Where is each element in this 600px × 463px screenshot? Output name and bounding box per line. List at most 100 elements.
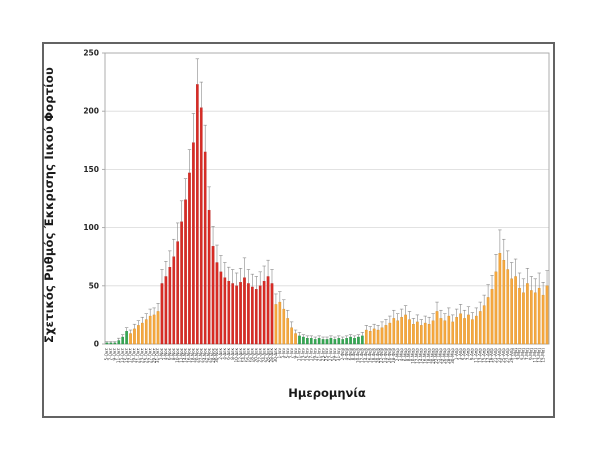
bar xyxy=(514,276,517,345)
bar xyxy=(243,277,246,345)
svg-text:6-Μαρ: 6-Μαρ xyxy=(403,348,408,362)
bar xyxy=(317,338,321,345)
y-axis-ticks: 0 50 100 150 200 250 xyxy=(83,49,105,349)
bar xyxy=(215,262,219,345)
svg-text:10-Δεκ: 10-Δεκ xyxy=(234,347,239,362)
bar xyxy=(298,335,301,345)
bar xyxy=(506,269,510,345)
svg-text:20-Νοε: 20-Νοε xyxy=(195,348,200,363)
bar xyxy=(164,276,168,345)
svg-text:6-Δεκ: 6-Δεκ xyxy=(226,347,231,359)
svg-text:8-Φεβ: 8-Φεβ xyxy=(352,348,357,361)
svg-text:6-Νοε: 6-Νοε xyxy=(167,348,172,360)
svg-text:25-Ιαν: 25-Ιαν xyxy=(324,347,329,361)
svg-text:9-Οκτ: 9-Οκτ xyxy=(112,348,117,361)
bar xyxy=(368,331,372,345)
svg-text:50: 50 xyxy=(89,281,99,290)
bar xyxy=(239,282,242,345)
bar xyxy=(404,314,407,345)
bar xyxy=(443,320,447,345)
bar xyxy=(498,253,502,345)
svg-text:2-Νοε: 2-Νοε xyxy=(159,348,164,360)
bar xyxy=(254,289,258,345)
svg-text:250: 250 xyxy=(83,49,99,58)
svg-text:7-Μαΐ: 7-Μαΐ xyxy=(525,347,530,360)
svg-text:24-Νοε: 24-Νοε xyxy=(202,348,207,363)
bar xyxy=(337,338,341,345)
svg-text:13-Μαΐ: 13-Μαΐ xyxy=(536,347,541,362)
svg-text:16-Μαρ: 16-Μαρ xyxy=(422,348,427,364)
svg-text:15-Ιαν: 15-Ιαν xyxy=(305,347,310,361)
svg-text:5-Οκτ: 5-Οκτ xyxy=(104,348,109,361)
bar xyxy=(211,246,215,345)
bar xyxy=(274,304,278,345)
bar xyxy=(270,283,274,345)
svg-text:4-Μαρ: 4-Μαρ xyxy=(399,348,404,362)
svg-text:28-Μαρ: 28-Μαρ xyxy=(446,348,451,364)
x-axis-tick-labels: 5-Οκτ7-Οκτ9-Οκτ11-Οκτ13-Οκτ15-Οκτ17-Οκτ1… xyxy=(104,347,545,364)
bar xyxy=(384,325,388,345)
bar xyxy=(184,199,187,345)
svg-text:15-Απρ: 15-Απρ xyxy=(481,348,486,363)
bar xyxy=(176,241,180,345)
svg-text:23-Απρ: 23-Απρ xyxy=(497,348,502,363)
bar xyxy=(345,338,348,345)
bar xyxy=(266,276,270,345)
bar xyxy=(486,297,490,345)
bar xyxy=(199,107,203,345)
bar xyxy=(388,322,392,345)
svg-text:10-Φεβ: 10-Φεβ xyxy=(356,348,361,363)
svg-text:12-Φεβ: 12-Φεβ xyxy=(360,348,365,363)
bar xyxy=(467,314,470,345)
svg-text:19-Ιαν: 19-Ιαν xyxy=(312,347,317,361)
bar xyxy=(329,338,333,345)
svg-text:11-Απρ: 11-Απρ xyxy=(474,348,479,363)
svg-text:12-Δεκ: 12-Δεκ xyxy=(238,347,243,362)
svg-text:14-Νοε: 14-Νοε xyxy=(183,348,188,363)
bar xyxy=(522,292,525,345)
svg-text:4-Φεβ: 4-Φεβ xyxy=(344,348,349,361)
svg-text:8-Δεκ: 8-Δεκ xyxy=(230,347,235,359)
svg-text:21-Απρ: 21-Απρ xyxy=(493,348,498,363)
bar xyxy=(156,311,160,345)
bar xyxy=(545,285,549,345)
bar xyxy=(333,339,337,345)
bar xyxy=(306,338,309,345)
bar xyxy=(321,339,325,345)
svg-text:3-Ιαν: 3-Ιαν xyxy=(281,347,286,358)
bar xyxy=(447,315,451,345)
svg-text:25-Απρ: 25-Απρ xyxy=(501,348,506,363)
bar xyxy=(207,209,211,345)
bar xyxy=(482,305,486,345)
bar xyxy=(380,327,384,345)
bar xyxy=(121,336,124,345)
svg-text:100: 100 xyxy=(83,223,99,232)
bar xyxy=(471,319,474,345)
bar xyxy=(113,342,117,345)
bar xyxy=(129,333,132,345)
bar xyxy=(396,320,400,345)
bar xyxy=(419,325,423,345)
bar xyxy=(117,340,121,345)
svg-text:27-Ιαν: 27-Ιαν xyxy=(328,347,333,361)
bar xyxy=(502,260,506,345)
svg-text:23-Ιαν: 23-Ιαν xyxy=(320,347,325,361)
bar xyxy=(168,267,172,345)
svg-text:18-Μαρ: 18-Μαρ xyxy=(426,348,431,364)
svg-text:10-Νοε: 10-Νοε xyxy=(175,348,180,363)
svg-text:22-Νοε: 22-Νοε xyxy=(198,348,203,363)
bar xyxy=(541,294,545,345)
svg-text:11-Ιαν: 11-Ιαν xyxy=(297,347,302,361)
bar xyxy=(282,308,286,345)
bar xyxy=(526,283,529,345)
svg-text:14-Φεβ: 14-Φεβ xyxy=(363,348,368,363)
svg-text:200: 200 xyxy=(83,107,99,116)
bar xyxy=(219,271,223,345)
bar xyxy=(302,336,305,345)
bar xyxy=(353,338,356,345)
svg-text:20-Μαρ: 20-Μαρ xyxy=(430,348,435,364)
svg-text:10-Μαρ: 10-Μαρ xyxy=(411,348,416,364)
bar xyxy=(474,315,478,345)
bar xyxy=(463,318,466,345)
